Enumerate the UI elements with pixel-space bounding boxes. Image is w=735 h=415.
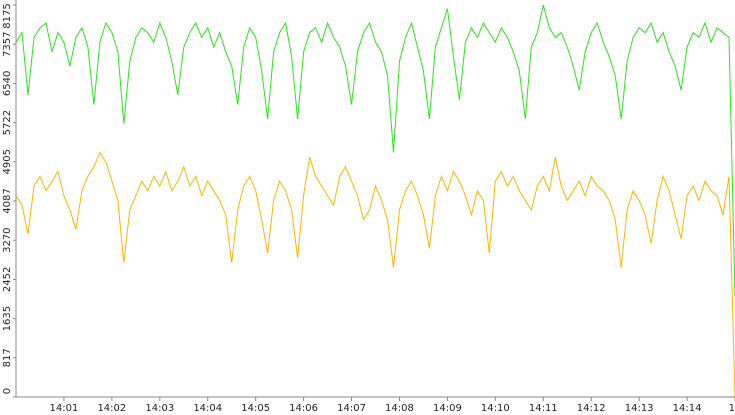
y-tick-label: 6540 xyxy=(2,71,13,96)
x-tick-label: 14:10 xyxy=(481,403,510,414)
x-tick-label: 14:02 xyxy=(97,403,126,414)
y-tick-label: 4087 xyxy=(2,188,13,213)
x-tick-label: 14:01 xyxy=(50,403,79,414)
x-tick-label: 14:09 xyxy=(433,403,462,414)
x-tick-label: 14:14 xyxy=(673,403,702,414)
y-tick-label: 8175 xyxy=(2,3,13,28)
y-tick-label: 7357 xyxy=(2,31,13,56)
x-tick-label: 14:05 xyxy=(241,403,270,414)
y-tick-label: 5722 xyxy=(2,110,13,135)
y-tick-label: 2452 xyxy=(2,267,13,292)
y-tick-label: 3270 xyxy=(2,227,13,252)
x-tick-label: 14:07 xyxy=(337,403,366,414)
x-tick-label: 14:08 xyxy=(385,403,414,414)
x-tick-label: 14:03 xyxy=(145,403,174,414)
y-tick-label: 1635 xyxy=(2,306,13,331)
x-tick-label: 14:04 xyxy=(193,403,222,414)
y-tick-label: 4905 xyxy=(2,149,13,174)
x-tick-label: 14:11 xyxy=(529,403,558,414)
x-tick-label: 14:13 xyxy=(625,403,654,414)
y-tick-label: 0 xyxy=(2,388,13,394)
line-series xyxy=(15,4,735,297)
x-tick-label: 14 xyxy=(729,403,735,414)
x-tick-label: 14:06 xyxy=(289,403,318,414)
x-tick-label: 14:12 xyxy=(577,403,606,414)
line-series xyxy=(15,151,735,398)
y-tick-label: 817 xyxy=(2,348,13,367)
